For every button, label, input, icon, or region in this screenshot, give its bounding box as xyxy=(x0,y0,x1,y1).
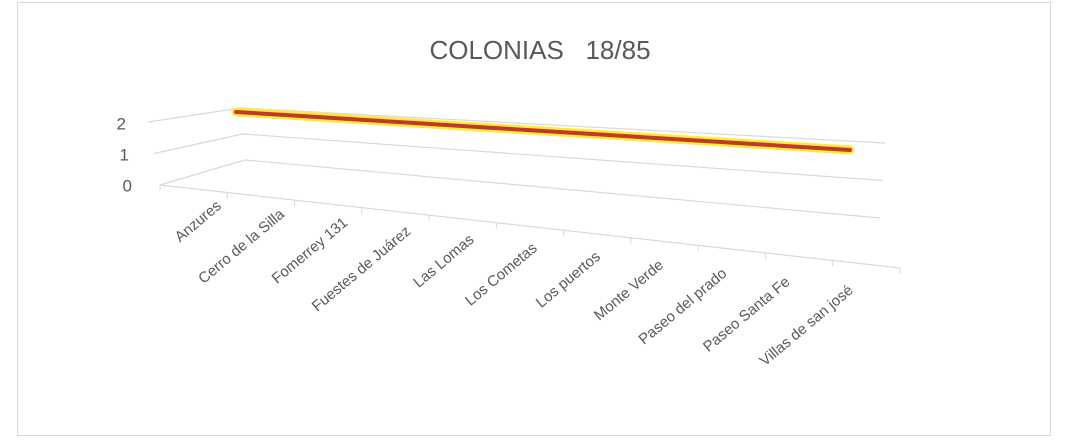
y-tick-label: 0 xyxy=(123,176,132,195)
chart-border xyxy=(17,2,1051,436)
chart-title: COLONIAS 18/85 xyxy=(429,35,650,65)
y-tick-label: 1 xyxy=(120,145,129,164)
x-axis xyxy=(159,184,901,269)
line-series xyxy=(234,110,852,152)
y-tick-label: 2 xyxy=(117,114,126,133)
grid-line xyxy=(153,133,883,182)
grid-line xyxy=(159,159,881,219)
